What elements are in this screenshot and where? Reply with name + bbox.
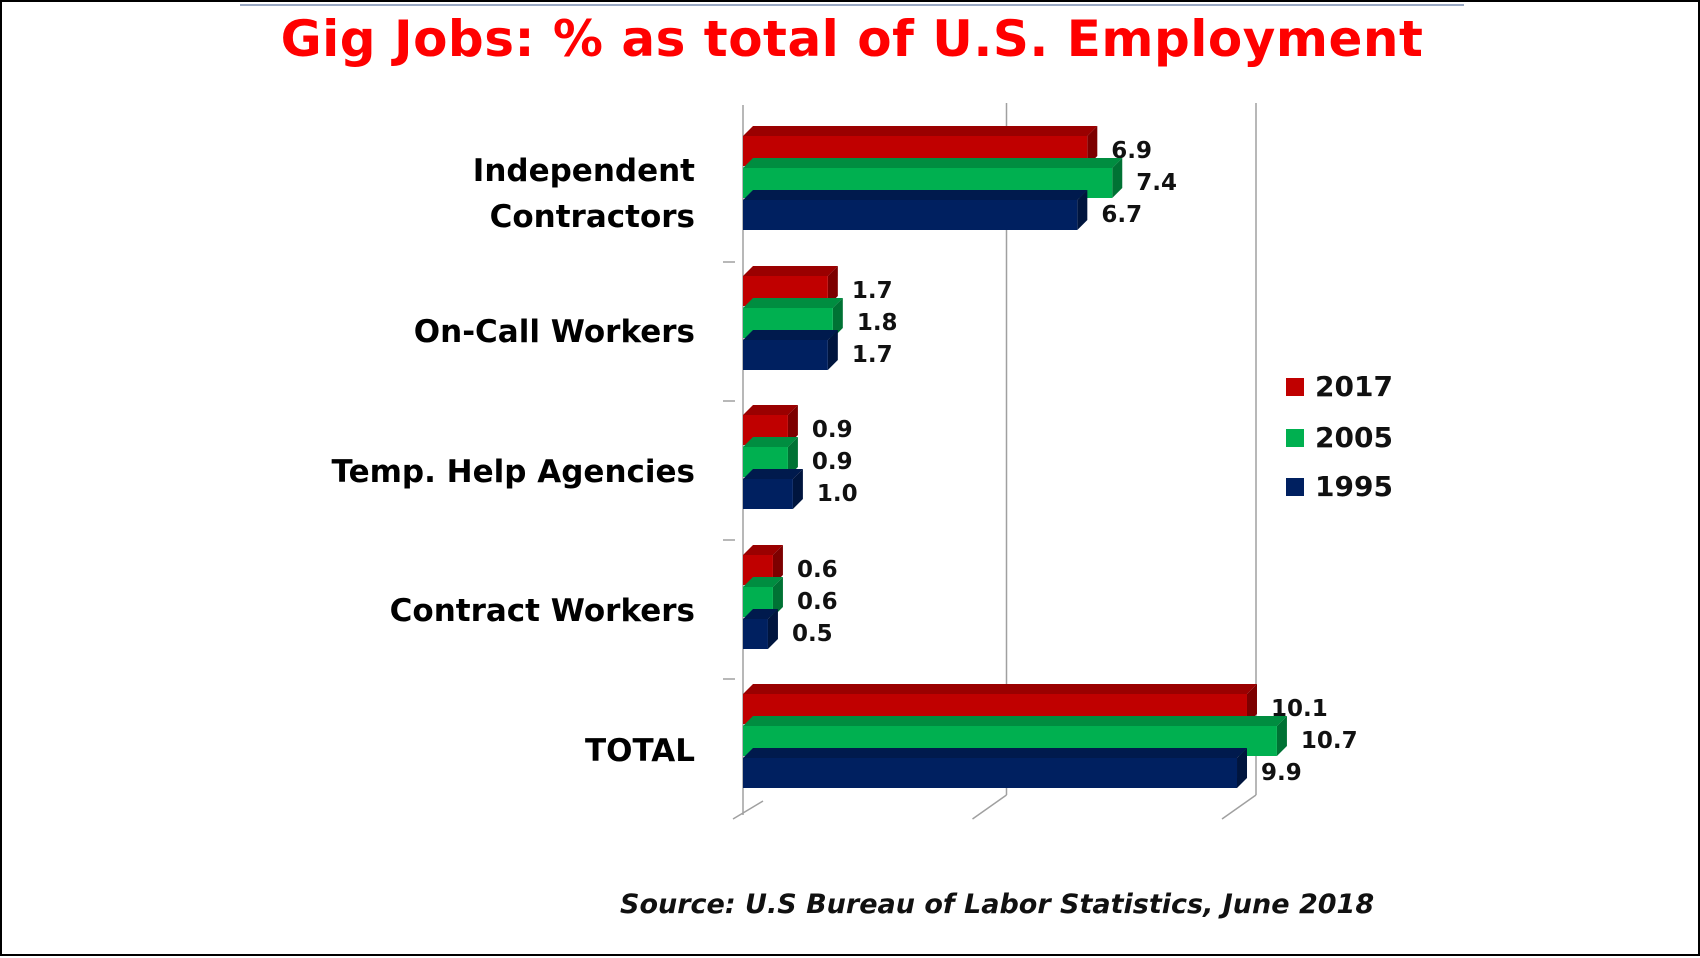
gridline-floor-5 <box>972 794 1007 820</box>
bar-top-2017-3 <box>743 545 783 555</box>
bar-top-1995-2 <box>743 469 803 479</box>
bar-top-2017-0 <box>743 126 1098 136</box>
chart-title: Gig Jobs: % as total of U.S. Employment <box>280 10 1424 68</box>
top-rule <box>240 4 1464 6</box>
value-label: 0.9 <box>812 449 853 475</box>
bar-side-2017-1 <box>827 266 838 306</box>
source-note: Source: U.S Bureau of Labor Statistics, … <box>620 889 1375 920</box>
value-label: 0.9 <box>812 417 853 443</box>
bar-top-2005-3 <box>743 577 783 587</box>
bar-top-2005-4 <box>743 716 1287 726</box>
value-label: 10.7 <box>1301 728 1358 754</box>
bar-side-2017-4 <box>1246 684 1257 724</box>
bar-top-2017-4 <box>743 684 1257 694</box>
value-label: 0.6 <box>797 557 838 583</box>
axis-floor-edge <box>732 800 764 820</box>
value-label: 0.6 <box>797 589 838 615</box>
bar-top-1995-4 <box>743 748 1248 758</box>
bar-1995-3 <box>743 619 768 649</box>
category-label: Independent <box>473 153 695 189</box>
legend-swatch-2005 <box>1286 429 1304 447</box>
bar-side-1995-3 <box>767 609 778 649</box>
value-label: 1.0 <box>817 481 858 507</box>
bar-top-2005-0 <box>743 158 1123 168</box>
bar-side-2005-1 <box>832 298 843 338</box>
value-label: 1.7 <box>852 278 893 304</box>
bar-side-2005-2 <box>787 437 798 477</box>
category-label: Contract Workers <box>390 593 695 629</box>
legend-label-1995: 1995 <box>1315 470 1393 503</box>
bar-top-2017-1 <box>743 266 838 276</box>
bar-side-2005-0 <box>1112 158 1123 198</box>
bar-1995-4 <box>743 758 1238 788</box>
bar-side-1995-2 <box>792 469 803 509</box>
bar-top-1995-1 <box>743 330 838 340</box>
category-label: Contractors <box>490 199 695 235</box>
bar-side-1995-1 <box>827 330 838 370</box>
value-label: 0.5 <box>792 621 833 647</box>
bar-side-1995-0 <box>1077 190 1088 230</box>
bar-top-1995-3 <box>743 609 778 619</box>
value-label: 7.4 <box>1136 170 1177 196</box>
legend-swatch-1995 <box>1286 478 1304 496</box>
gridline-floor-10 <box>1221 794 1257 820</box>
bar-1995-1 <box>743 340 828 370</box>
value-label: 6.7 <box>1101 202 1142 228</box>
bar-side-2005-3 <box>772 577 783 617</box>
bar-side-1995-4 <box>1237 748 1248 788</box>
bar-top-2005-2 <box>743 437 798 447</box>
bar-side-2017-2 <box>787 405 798 445</box>
value-label: 9.9 <box>1261 760 1302 786</box>
category-label: On-Call Workers <box>414 314 695 350</box>
bar-1995-2 <box>743 479 793 509</box>
bar-side-2017-3 <box>772 545 783 585</box>
legend-swatch-2017 <box>1286 378 1304 396</box>
bar-top-2005-1 <box>743 298 843 308</box>
legend-label-2005: 2005 <box>1315 421 1393 454</box>
legend-label-2017: 2017 <box>1315 370 1393 403</box>
value-label: 1.7 <box>852 342 893 368</box>
category-label: TOTAL <box>585 733 695 769</box>
bar-side-2005-4 <box>1276 716 1287 756</box>
bar-top-1995-0 <box>743 190 1088 200</box>
bar-side-2017-0 <box>1087 126 1098 166</box>
value-label: 1.8 <box>857 310 898 336</box>
bar-top-2017-2 <box>743 405 798 415</box>
bar-1995-0 <box>743 200 1078 230</box>
category-label: Temp. Help Agencies <box>332 454 695 490</box>
